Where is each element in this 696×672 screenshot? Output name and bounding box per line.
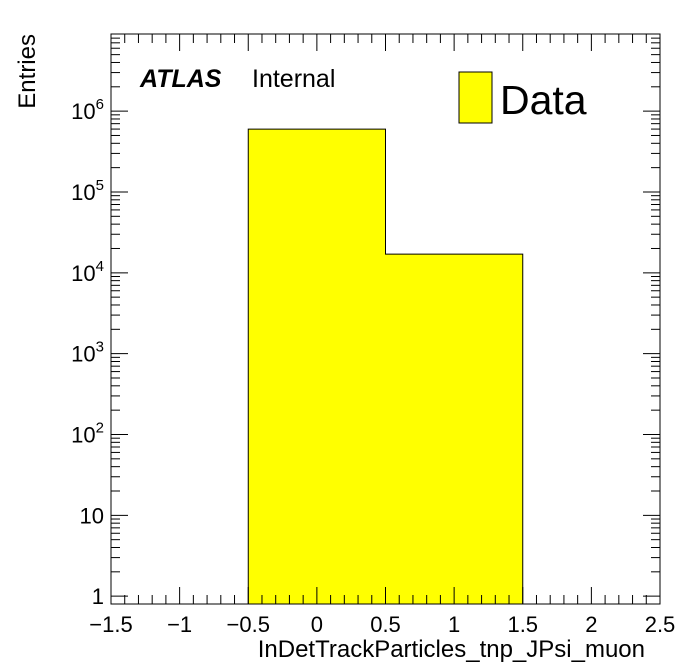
y-tick-label: 1 [92, 584, 104, 609]
x-tick-labels: −1.5 −1 −0.5 0 0.5 1 1.5 2 2.5 [89, 612, 675, 637]
x-tick-label: 0.5 [370, 612, 401, 637]
y-tick-label: 106 [71, 96, 104, 124]
histogram-bars [247, 128, 524, 604]
histogram-outline [247, 128, 524, 604]
y-tick-label: 104 [71, 258, 104, 286]
histogram-bar-0 [248, 129, 386, 604]
x-tick-label: 1.5 [507, 612, 538, 637]
x-tick-label: 1 [448, 612, 460, 637]
y-tick-label: 10 [80, 503, 104, 528]
y-tick-label: 102 [71, 419, 104, 447]
y-tick-label: 105 [71, 177, 104, 205]
y-tick-labels: 1 10 102 103 104 105 106 [71, 96, 104, 609]
x-tick-label: 0 [311, 612, 323, 637]
x-tick-label: −1 [167, 612, 192, 637]
x-tick-label: 2.5 [645, 612, 676, 637]
atlas-label: ATLAS [139, 65, 222, 93]
legend-swatch [458, 71, 493, 124]
y-axis-title: Entries [14, 34, 41, 109]
x-axis-ticks [110, 34, 661, 604]
histogram-bar-1 [385, 254, 523, 604]
internal-label: Internal [252, 65, 335, 93]
legend-entry-data: Data [500, 77, 587, 123]
x-axis-title: InDetTrackParticles_tnp_JPsi_muon [258, 636, 645, 663]
x-tick-label: −1.5 [89, 612, 132, 637]
legend: Data [458, 71, 587, 124]
x-tick-label: 2 [585, 612, 597, 637]
y-tick-label: 103 [71, 339, 104, 367]
plot-frame [110, 33, 661, 605]
x-tick-label: −0.5 [227, 612, 270, 637]
y-axis-ticks [111, 33, 660, 597]
